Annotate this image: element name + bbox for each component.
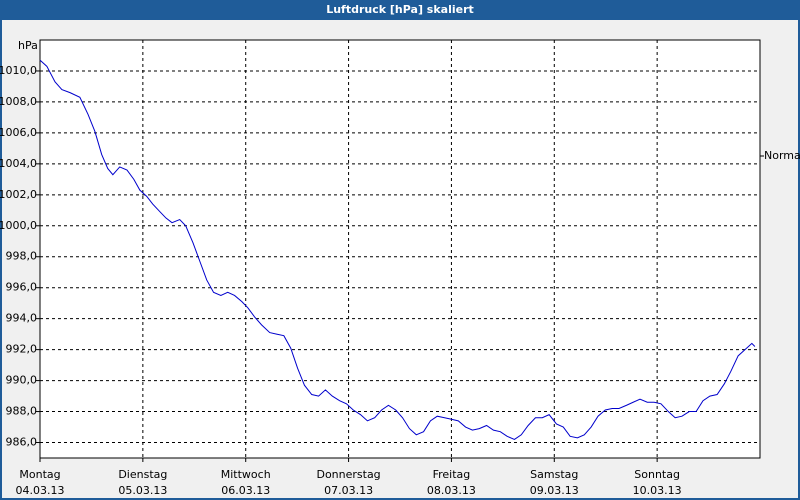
y-tick-label: 990,0 [6, 374, 38, 387]
x-tick-label: Montag [19, 468, 60, 481]
y-tick-label: 1006,0 [0, 126, 37, 139]
y-tick-label: 988,0 [6, 405, 38, 418]
y-axis-label: hPa [18, 39, 38, 52]
x-tick-date: 08.03.13 [427, 484, 476, 497]
y-tick-label: 986,0 [6, 436, 38, 449]
plot-area [39, 39, 761, 459]
y-tick-label: 1002,0 [0, 188, 37, 201]
y-tick-label: 1000,0 [0, 219, 37, 232]
y-tick-label: 998,0 [6, 250, 38, 263]
y-tick-label: 994,0 [6, 312, 38, 325]
x-tick-label: Mittwoch [221, 468, 271, 481]
y-tick-label: 1008,0 [0, 95, 37, 108]
x-tick-date: 06.03.13 [221, 484, 270, 497]
x-tick-date: 07.03.13 [324, 484, 373, 497]
chart-title: Luftdruck [hPa] skaliert [326, 3, 474, 16]
y-tick-label: 996,0 [6, 281, 38, 294]
x-tick-date: 04.03.13 [16, 484, 65, 497]
x-tick-label: Donnerstag [316, 468, 380, 481]
x-tick-label: Dienstag [118, 468, 167, 481]
x-tick-label: Samstag [530, 468, 578, 481]
line [39, 59, 756, 440]
y-tick-label: 1010,0 [0, 64, 37, 77]
x-tick-label: Sonntag [634, 468, 680, 481]
y-tick-label: 1004,0 [0, 157, 37, 170]
y-tick-label: 992,0 [6, 343, 38, 356]
x-tick-date: 10.03.13 [633, 484, 682, 497]
annotation: Normal [764, 149, 800, 162]
x-tick-date: 09.03.13 [530, 484, 579, 497]
x-tick-date: 05.03.13 [118, 484, 167, 497]
x-tick-label: Freitag [433, 468, 471, 481]
